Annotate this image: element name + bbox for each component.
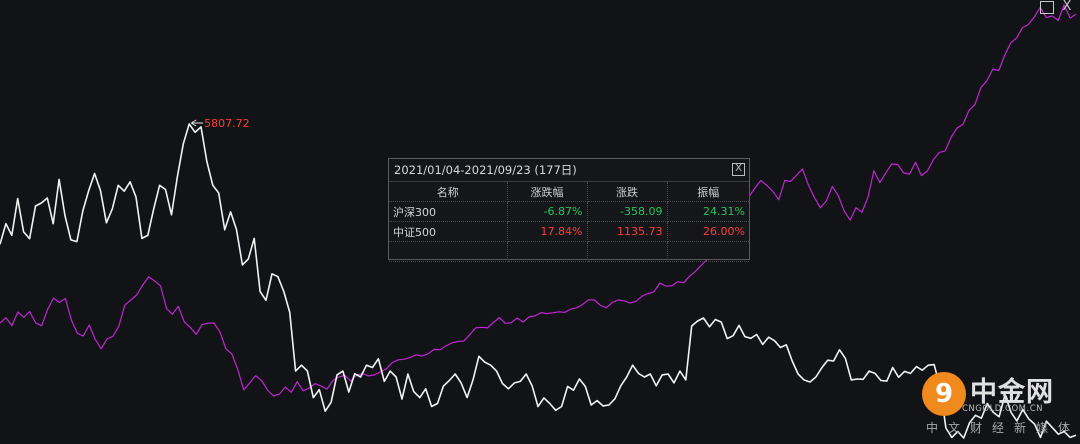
stats-title-bar: 2021/01/04-2021/09/23 (177日) X: [389, 159, 749, 182]
col-header-name: 名称: [389, 182, 508, 202]
table-row-empty: [389, 241, 749, 262]
col-header-change-pct: 涨跌幅: [507, 182, 588, 202]
watermark-tagline: 中文财经新媒体: [926, 421, 1080, 435]
high-marker-arrow: [190, 119, 204, 127]
row-change-pct: -6.87%: [507, 201, 588, 222]
col-header-amplitude: 振幅: [667, 182, 749, 202]
row-name: 沪深300: [389, 201, 508, 222]
row-change: 1135.73: [587, 221, 668, 242]
watermark-url: CNGOLD.COM.CN: [962, 404, 1044, 414]
interval-stats-panel: 2021/01/04-2021/09/23 (177日) X 名称 涨跌幅 涨跌…: [388, 158, 750, 262]
high-value-label: 5807.72: [204, 117, 250, 130]
row-amplitude: 24.31%: [667, 201, 749, 222]
row-amplitude: 26.00%: [667, 221, 749, 242]
close-icon[interactable]: X: [1062, 0, 1072, 14]
row-name: 中证500: [389, 221, 508, 242]
watermark-logo-icon: 9: [922, 372, 966, 416]
stats-close-icon[interactable]: X: [732, 163, 745, 176]
watermark-title: 中金网: [970, 377, 1054, 408]
stats-header-row: 名称 涨跌幅 涨跌 振幅: [389, 182, 749, 202]
stats-date-range: 2021/01/04-2021/09/23 (177日): [394, 163, 577, 177]
row-change-pct: 17.84%: [507, 221, 588, 242]
series-line-0: [0, 123, 1077, 439]
maximize-icon[interactable]: [1040, 1, 1054, 14]
stats-table: 名称 涨跌幅 涨跌 振幅 沪深300 -6.87% -358.09 24.31%…: [389, 182, 749, 262]
col-header-change: 涨跌: [587, 182, 668, 202]
table-row[interactable]: 沪深300 -6.87% -358.09 24.31%: [389, 201, 749, 222]
row-change: -358.09: [587, 201, 668, 222]
table-row[interactable]: 中证500 17.84% 1135.73 26.00%: [389, 221, 749, 242]
series-line-1: [0, 4, 1077, 397]
